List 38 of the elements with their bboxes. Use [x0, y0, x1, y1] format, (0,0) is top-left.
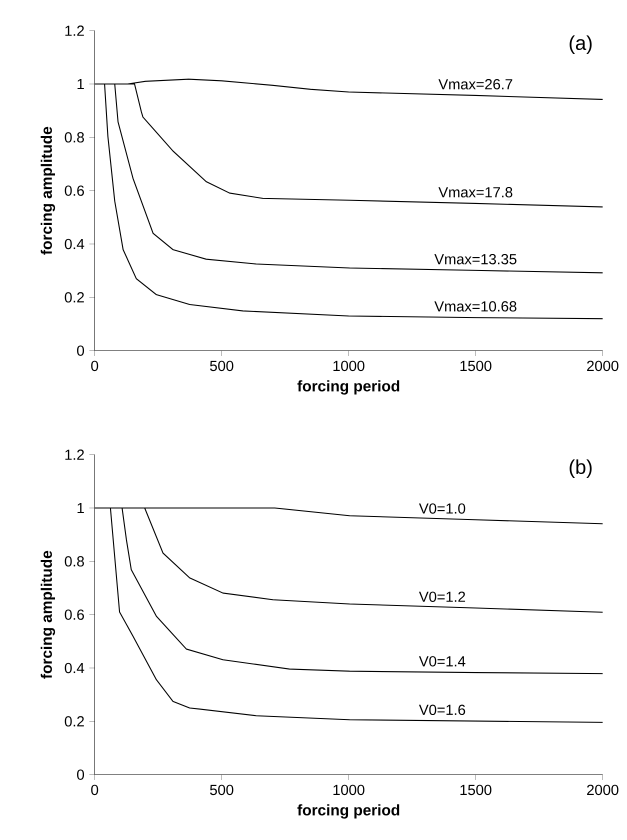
y-tick-label: 0.2: [64, 716, 84, 727]
series-label: V0=1.6: [419, 704, 466, 716]
y-tick-label: 0: [77, 769, 84, 780]
y-tick-label: 0.4: [64, 662, 84, 674]
y-tick-label: 1: [78, 502, 84, 514]
x-tick-label: 500: [210, 360, 234, 372]
y-tick-label: 0.2: [64, 292, 84, 303]
annotation: (b): [570, 459, 592, 478]
x-tick-label: 2000: [587, 360, 619, 372]
x-tick-label: 1500: [460, 784, 492, 796]
y-tick-label: 1: [78, 78, 84, 90]
x-tick-label: 1000: [334, 784, 365, 796]
y-tick-label: 0.8: [64, 132, 84, 143]
series-label: Vmax=26.7: [438, 79, 512, 90]
series-label: Vmax=10.68: [434, 301, 517, 312]
x-tick-label: 1000: [334, 360, 365, 372]
x-tick-label: 500: [210, 784, 234, 796]
series-label: V0=1.0: [419, 503, 466, 514]
annotation: (a): [570, 35, 592, 54]
series-label: Vmax=13.35: [434, 254, 517, 264]
series-label: V0=1.4: [419, 656, 466, 666]
x-tick-label: 0: [91, 784, 98, 796]
y-tick-label: 0.8: [64, 556, 84, 567]
series-label: Vmax=17.8: [438, 187, 512, 198]
y-tick-label: 1.2: [66, 26, 84, 36]
x-axis-title: forcing period: [298, 380, 400, 395]
x-axis-title: forcing period: [298, 804, 400, 819]
y-tick-label: 0.6: [64, 609, 84, 620]
y-tick-label: 1.2: [66, 450, 84, 460]
y-axis-title: forcing amplitude: [40, 126, 56, 255]
series-label: V0=1.2: [419, 592, 466, 602]
x-tick-label: 2000: [587, 784, 619, 796]
x-tick-label: 1500: [460, 360, 492, 372]
y-tick-label: 0: [77, 345, 84, 356]
y-axis-title: forcing amplitude: [40, 550, 56, 679]
x-tick-label: 0: [91, 360, 98, 372]
y-tick-label: 0.4: [64, 238, 84, 250]
y-tick-label: 0.6: [64, 185, 84, 196]
